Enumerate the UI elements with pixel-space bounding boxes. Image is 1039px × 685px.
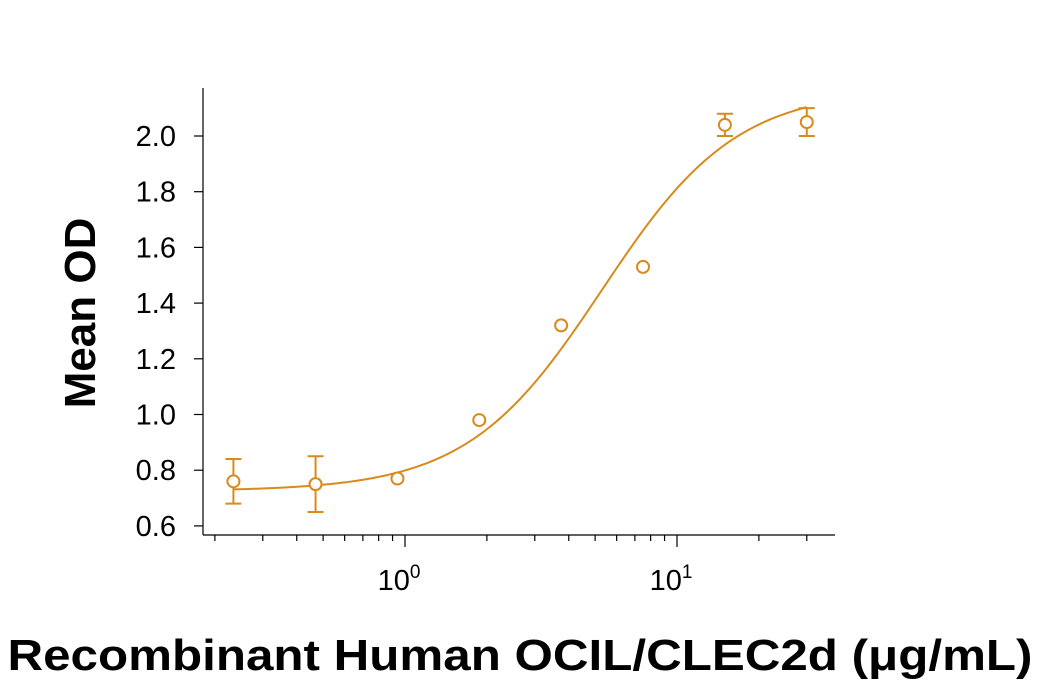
data-marker — [226, 474, 241, 489]
data-point — [307, 455, 324, 513]
x-tick-label: 100 — [378, 562, 421, 597]
fit-curve-layer — [233, 106, 808, 491]
data-point — [798, 107, 815, 137]
data-point — [225, 458, 242, 505]
data-point — [554, 318, 569, 333]
data-point — [390, 471, 405, 486]
data-marker — [472, 413, 487, 428]
y-tick-label: 1.8 — [136, 177, 176, 209]
y-tick-label: 1.2 — [136, 344, 176, 376]
axes — [194, 88, 835, 547]
y-tick-label: 1.4 — [136, 288, 176, 320]
x-tick-label: 101 — [650, 562, 693, 597]
y-tick-labels: 0.6 0.8 1.0 1.2 1.4 1.6 1.8 2.0 — [136, 121, 176, 543]
x-axis-title: Recombinant Human OCIL/CLEC2d (μg/mL) — [8, 631, 1033, 680]
data-marker — [554, 318, 569, 333]
y-tick-label: 0.6 — [136, 511, 176, 543]
data-point — [716, 112, 733, 137]
fit-curve — [233, 106, 808, 491]
y-tick-label: 1.0 — [136, 400, 176, 432]
data-point — [636, 259, 651, 274]
x-tick-labels: 100 101 — [378, 562, 693, 597]
data-points-layer — [225, 107, 815, 513]
data-marker — [636, 259, 651, 274]
data-marker — [308, 477, 323, 492]
y-tick-label: 1.6 — [136, 232, 176, 264]
data-marker — [390, 471, 405, 486]
data-point — [472, 413, 487, 428]
data-marker — [799, 115, 814, 130]
y-tick-label: 0.8 — [136, 455, 176, 487]
data-marker — [717, 117, 732, 132]
y-tick-label: 2.0 — [136, 121, 176, 153]
y-axis-title: Mean OD — [56, 218, 105, 409]
